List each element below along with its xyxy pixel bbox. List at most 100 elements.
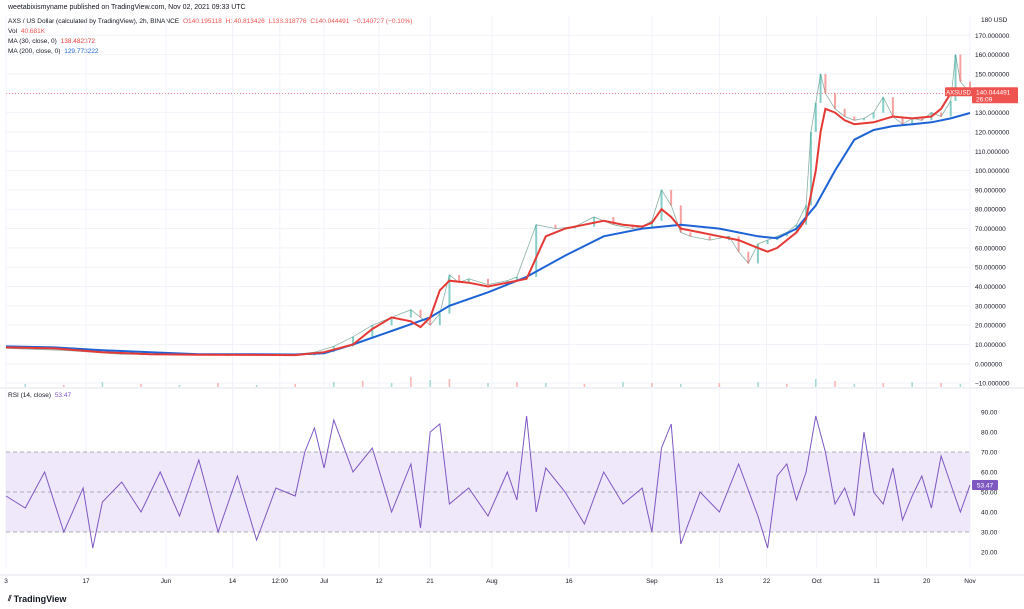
price-tick-label: 120.000000	[975, 129, 1010, 136]
rsi-tick-label: 30.00	[981, 530, 998, 537]
symbol-legend: AXS / US Dollar (calculated by TradingVi…	[8, 18, 412, 26]
ma200-label: MA (200, close, 0)	[8, 48, 61, 55]
volume-bar	[516, 382, 518, 387]
volume-bar	[911, 382, 913, 387]
volume-bar	[390, 383, 393, 387]
price-candle	[766, 240, 769, 245]
rsi-tick-label: 50.00	[981, 490, 998, 497]
rsi-value: 53.47	[54, 392, 72, 399]
tradingview-logo-text: TradingView	[13, 594, 67, 604]
time-tick-label: Sep	[646, 578, 658, 585]
volume-bar	[583, 384, 586, 387]
price-tick-label: 130.000000	[975, 110, 1010, 117]
price-candle	[901, 116, 904, 125]
rsi-tick-label: 90.00	[981, 410, 998, 417]
volume-bar	[757, 382, 759, 387]
price-candle	[737, 236, 740, 252]
price-candle	[467, 278, 470, 283]
price-tick-label: 80.000000	[975, 207, 1006, 214]
price-tick-label: 70.000000	[975, 226, 1006, 233]
ohlc-open: O140.195118	[182, 18, 222, 25]
price-candle	[872, 112, 875, 119]
price-candle	[862, 118, 865, 121]
price-tick-label: 60.000000	[975, 245, 1006, 252]
ma30-legend: MA (30, close, 0) 138.482372	[8, 38, 95, 46]
volume-bar	[882, 383, 885, 387]
price-candle	[891, 97, 894, 117]
price-candle	[670, 189, 673, 206]
time-tick-label: 17	[82, 578, 90, 585]
time-tick-label: Jul	[320, 578, 329, 585]
time-tick-label: 16	[565, 578, 573, 585]
price-candle	[438, 313, 441, 326]
volume-bar	[940, 383, 942, 387]
price-candle	[708, 236, 711, 241]
price-candle	[819, 73, 822, 103]
price-tag-symbol: AXSUSD	[946, 90, 971, 96]
time-tick-label: Aug	[486, 578, 498, 585]
tradingview-logo: ⫽ TradingView	[8, 594, 66, 604]
rsi-legend: RSI (14, close) 53.47	[8, 392, 71, 400]
volume-label: Vol	[8, 28, 18, 35]
price-tick-label: 110.000000	[975, 149, 1009, 156]
price-tick-label: −10.000000	[975, 381, 1010, 388]
price-candle	[834, 93, 837, 109]
volume-bar	[545, 383, 547, 387]
price-candle	[809, 131, 812, 206]
volume-bar	[361, 381, 364, 387]
price-candle	[429, 317, 432, 326]
price-tag-box	[972, 87, 1018, 104]
price-candle	[612, 216, 615, 225]
time-tick-label: 13	[716, 578, 724, 585]
price-tag-countdown: 26:09	[976, 96, 993, 103]
price-tick-label: 90.000000	[975, 187, 1006, 194]
price-candle	[814, 102, 817, 132]
price-tick-label: 40.000000	[975, 284, 1006, 291]
price-candle	[843, 108, 846, 117]
rsi-tick-label: 70.00	[981, 450, 998, 457]
price-candle	[390, 317, 393, 326]
ma30-label: MA (30, close, 0)	[8, 38, 57, 45]
ma30-line	[5, 88, 971, 357]
price-candle	[515, 276, 518, 281]
price-candle	[853, 116, 856, 121]
volume-bar	[487, 383, 489, 387]
volume-bar	[332, 382, 335, 387]
price-tick-label: 10.000000	[975, 342, 1006, 349]
rsi-value-tag-box	[972, 480, 998, 490]
price-tick-label: 0.000000	[975, 361, 1002, 368]
volume-bar	[959, 384, 962, 387]
volume-bar	[294, 384, 296, 387]
price-axis-unit: 180 USD	[981, 17, 1008, 24]
price-tick-label: 150.000000	[975, 71, 1010, 78]
time-tick-label: 12:00	[272, 578, 289, 585]
price-candle	[949, 101, 952, 117]
price-candle	[487, 278, 489, 285]
time-tick-label: 22	[763, 578, 771, 585]
price-candle	[352, 336, 355, 347]
time-tick-label: Oct	[812, 578, 822, 585]
volume-bar	[622, 382, 624, 387]
price-candle	[448, 274, 451, 314]
volume-bar	[101, 382, 104, 387]
price-candle	[458, 274, 461, 283]
price-candle	[940, 112, 943, 117]
rsi-tick-label: 80.00	[981, 430, 998, 437]
ohlc-close: C140.044491	[310, 18, 350, 25]
volume-bar	[834, 381, 836, 387]
rsi-band	[6, 452, 970, 532]
price-candle	[882, 97, 885, 113]
price-tick-label: 170.000000	[975, 33, 1010, 40]
time-tick-label: 14	[229, 578, 237, 585]
price-candle	[920, 118, 923, 121]
volume-bar	[718, 383, 721, 387]
volume-bar	[651, 383, 653, 387]
rsi-tick-label: 40.00	[981, 510, 998, 517]
publish-line: weetabixismyname published on TradingVie…	[8, 4, 246, 11]
price-candle	[679, 205, 682, 233]
volume-legend: Vol 40.681K	[8, 28, 45, 36]
price-tag-value: 140.044491	[976, 89, 1011, 96]
price-candle	[747, 251, 750, 264]
ma200-value: 129.773222	[64, 48, 99, 55]
